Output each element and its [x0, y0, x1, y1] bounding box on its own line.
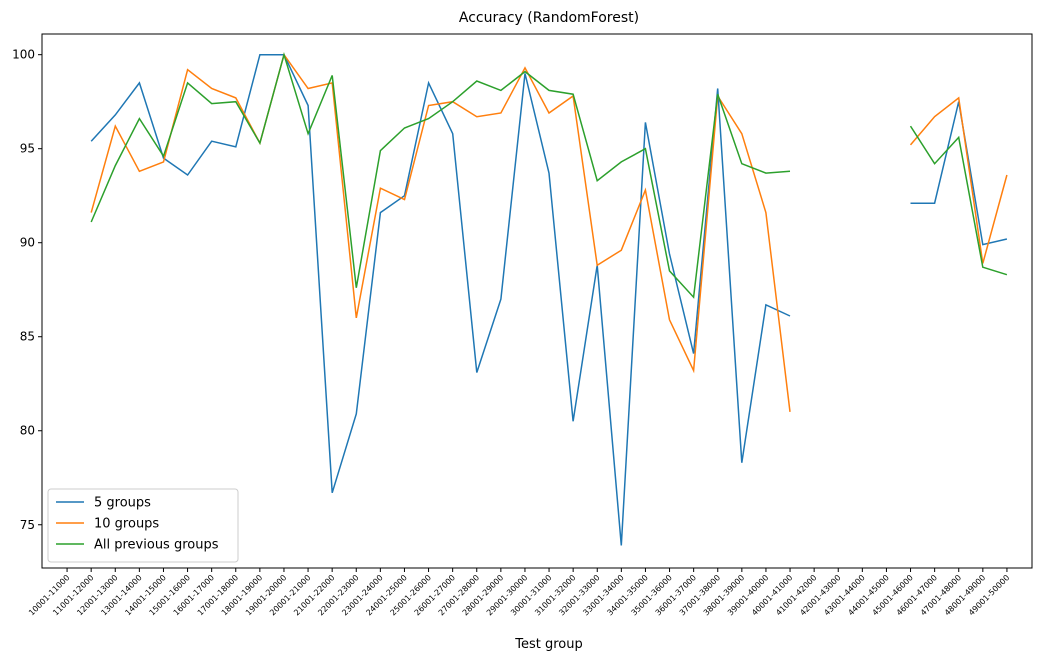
series-line	[90, 51, 1008, 299]
series-line	[90, 52, 1008, 412]
series-line	[90, 53, 1008, 546]
y-tick-label: 100	[12, 48, 35, 62]
x-tick-label: 10001-11000	[27, 573, 71, 617]
x-axis-label: Test group	[514, 637, 583, 652]
legend-label: 5 groups	[94, 496, 151, 511]
legend-box	[47, 488, 239, 563]
y-tick-label: 85	[20, 330, 35, 344]
y-tick-label: 95	[20, 142, 35, 156]
y-tick-label: 90	[20, 236, 35, 250]
y-tick-label: 75	[20, 518, 35, 532]
chart-title: Accuracy (RandomForest)	[459, 10, 639, 26]
y-tick-label: 80	[20, 424, 35, 438]
legend-label: All previous groups	[94, 538, 219, 553]
legend-label: 10 groups	[94, 517, 159, 532]
plot-frame	[41, 33, 1033, 569]
